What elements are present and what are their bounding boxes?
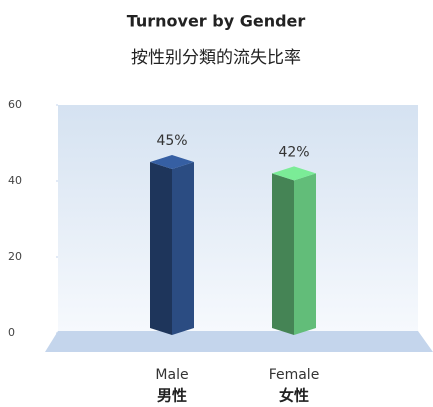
bar-right-face [294,173,316,335]
bar-right-face [172,162,194,335]
x-tick-label: Male [155,367,188,383]
chart-subtitle: 按性别分類的流失比率 [131,48,301,68]
chart-title: Turnover by Gender [127,12,306,31]
y-tick-label: 60 [8,98,22,111]
x-tick-label: Female [269,367,320,383]
bar-top [272,166,316,181]
x-tick-sublabel: 女性 [279,387,309,405]
bar-left-face [150,162,172,335]
bar-left-face [272,173,294,335]
x-tick-sublabel: 男性 [157,387,187,405]
y-tick-label: 20 [8,250,22,263]
bar-top [150,155,194,169]
y-tick-label: 0 [8,326,15,339]
value-label: 42% [278,144,309,160]
value-label: 45% [156,133,187,149]
y-tick-label: 40 [8,174,22,187]
floor [45,331,433,352]
back-wall [58,105,418,331]
